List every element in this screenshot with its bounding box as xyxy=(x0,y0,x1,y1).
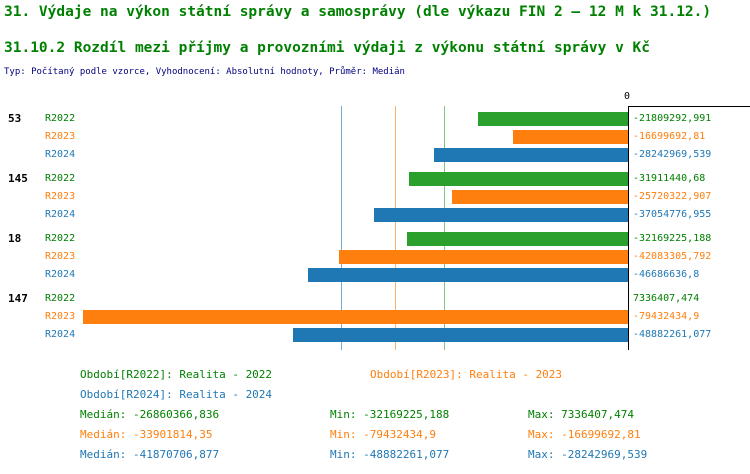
median-line-r2023 xyxy=(395,106,397,350)
stat-min-r2022: Min: -32169225,188 xyxy=(330,408,450,421)
value-label-18-r2024: -46686636,8 xyxy=(633,269,700,280)
stat-max-r2024: Max: -28242969,539 xyxy=(528,448,648,461)
value-label-147-r2024: -48882261,077 xyxy=(633,329,712,340)
stat-min-r2024: Min: -48882261,077 xyxy=(330,448,450,461)
bar-145-r2022 xyxy=(409,172,628,186)
series-label-r2024: R2024 xyxy=(45,269,76,280)
value-label-145-r2023: -25720322,907 xyxy=(633,191,712,202)
series-label-r2023: R2023 xyxy=(45,251,76,262)
legend-r2022: Období[R2022]: Realita - 2022 xyxy=(80,368,273,381)
median-line-r2022 xyxy=(443,106,445,350)
stat-median-r2023: Medián: -33901814,35 xyxy=(80,428,213,441)
page-title: 31. Výdaje na výkon státní správy a samo… xyxy=(4,4,712,20)
stat-max-r2022: Max: 7336407,474 xyxy=(528,408,634,421)
stat-median-r2024: Medián: -41870706,877 xyxy=(80,448,220,461)
value-label-147-r2022: 7336407,474 xyxy=(633,293,700,304)
stat-max-r2023: Max: -16699692,81 xyxy=(528,428,641,441)
bar-147-r2024 xyxy=(292,328,628,342)
chart-meta-line: Typ: Počítaný podle vzorce, Vyhodnocení:… xyxy=(4,67,405,77)
bar-18-r2024 xyxy=(307,268,628,282)
series-label-r2024: R2024 xyxy=(45,329,76,340)
axis-top-line xyxy=(628,106,750,107)
series-label-r2022: R2022 xyxy=(45,173,76,184)
stat-min-r2023: Min: -79432434,9 xyxy=(330,428,436,441)
value-label-53-r2024: -28242969,539 xyxy=(633,149,712,160)
value-label-145-r2024: -37054776,955 xyxy=(633,209,712,220)
bar-53-r2022 xyxy=(478,112,628,126)
series-label-r2024: R2024 xyxy=(45,149,76,160)
value-label-53-r2023: -16699692,81 xyxy=(633,131,706,142)
category-label-147: 147 xyxy=(8,292,28,305)
bar-18-r2023 xyxy=(339,250,628,264)
series-label-r2023: R2023 xyxy=(45,311,76,322)
series-label-r2023: R2023 xyxy=(45,191,76,202)
legend-r2023: Období[R2023]: Realita - 2023 xyxy=(370,368,563,381)
zero-tick-label: 0 xyxy=(624,91,631,102)
bar-18-r2022 xyxy=(407,232,628,246)
chart-subtitle: 31.10.2 Rozdíl mezi příjmy a provozními … xyxy=(4,40,651,56)
value-label-18-r2022: -32169225,188 xyxy=(633,233,712,244)
median-line-r2024 xyxy=(340,106,342,350)
series-label-r2024: R2024 xyxy=(45,209,76,220)
category-label-18: 18 xyxy=(8,232,22,245)
series-label-r2022: R2022 xyxy=(45,293,76,304)
series-label-r2022: R2022 xyxy=(45,113,76,124)
category-label-145: 145 xyxy=(8,172,28,185)
bar-53-r2023 xyxy=(513,130,628,144)
value-label-145-r2022: -31911440,68 xyxy=(633,173,706,184)
value-label-53-r2022: -21809292,991 xyxy=(633,113,712,124)
value-label-18-r2023: -42083305,792 xyxy=(633,251,712,262)
stat-median-r2022: Medián: -26860366,836 xyxy=(80,408,220,421)
bar-147-r2023 xyxy=(83,310,628,324)
bar-145-r2023 xyxy=(451,190,628,204)
series-label-r2022: R2022 xyxy=(45,233,76,244)
bar-53-r2024 xyxy=(434,148,628,162)
legend-r2024: Období[R2024]: Realita - 2024 xyxy=(80,388,273,401)
zero-axis-line xyxy=(628,106,629,350)
value-label-147-r2023: -79432434,9 xyxy=(633,311,700,322)
series-label-r2023: R2023 xyxy=(45,131,76,142)
bar-145-r2024 xyxy=(373,208,628,222)
category-label-53: 53 xyxy=(8,112,22,125)
